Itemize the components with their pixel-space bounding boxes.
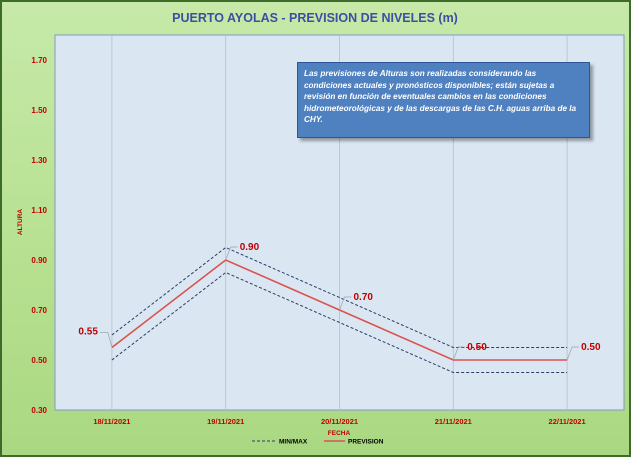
y-tick-label: 1.50 — [31, 106, 47, 115]
legend-prevision-label: PREVISION — [348, 439, 384, 446]
data-label-leader — [339, 296, 352, 311]
x-tick-label: 20/11/2021 — [321, 417, 358, 426]
y-tick-label: 0.30 — [31, 406, 47, 415]
y-tick-label: 1.30 — [31, 156, 47, 165]
y-tick-label: 1.70 — [31, 56, 47, 65]
chart-title: PUERTO AYOLAS - PREVISION DE NIVELES (m) — [172, 11, 458, 25]
x-tick-label: 18/11/2021 — [93, 417, 130, 426]
series-min-line — [111, 271, 568, 373]
data-label: 0.55 — [78, 327, 98, 338]
y-tick-label: 1.10 — [31, 206, 47, 215]
data-label: 0.90 — [240, 242, 260, 253]
x-tick-label: 21/11/2021 — [435, 417, 472, 426]
data-label: 0.50 — [467, 342, 487, 353]
y-tick-label: 0.50 — [31, 356, 47, 365]
series-max-line — [111, 246, 568, 348]
x-axis-ticks: 18/11/2021 19/11/2021 20/11/2021 21/11/2021… — [93, 417, 585, 426]
x-tick-label: 19/11/2021 — [207, 417, 244, 426]
legend: MIN/MAX PREVISION — [252, 439, 384, 446]
data-label: 0.70 — [354, 292, 374, 303]
data-label-leader — [225, 246, 238, 261]
data-label-leader — [452, 346, 466, 361]
forecast-note: Las previsiones de Alturas son realizada… — [297, 62, 590, 138]
data-label-leader — [566, 346, 580, 361]
data-labels: 0.55 0.90 0.70 0.50 0.50 — [78, 242, 601, 361]
y-tick-label: 0.70 — [31, 306, 47, 315]
legend-minmax-label: MIN/MAX — [279, 439, 308, 446]
y-tick-label: 0.90 — [31, 256, 47, 265]
data-label: 0.50 — [581, 342, 601, 353]
y-axis-label: ALTURA — [17, 209, 24, 236]
data-label-leader — [99, 332, 113, 348]
x-axis-label: FECHA — [328, 430, 351, 437]
y-axis-ticks: 0.30 0.50 0.70 0.90 1.10 1.30 1.50 1.70 — [31, 56, 47, 415]
x-tick-label: 22/11/2021 — [549, 417, 586, 426]
